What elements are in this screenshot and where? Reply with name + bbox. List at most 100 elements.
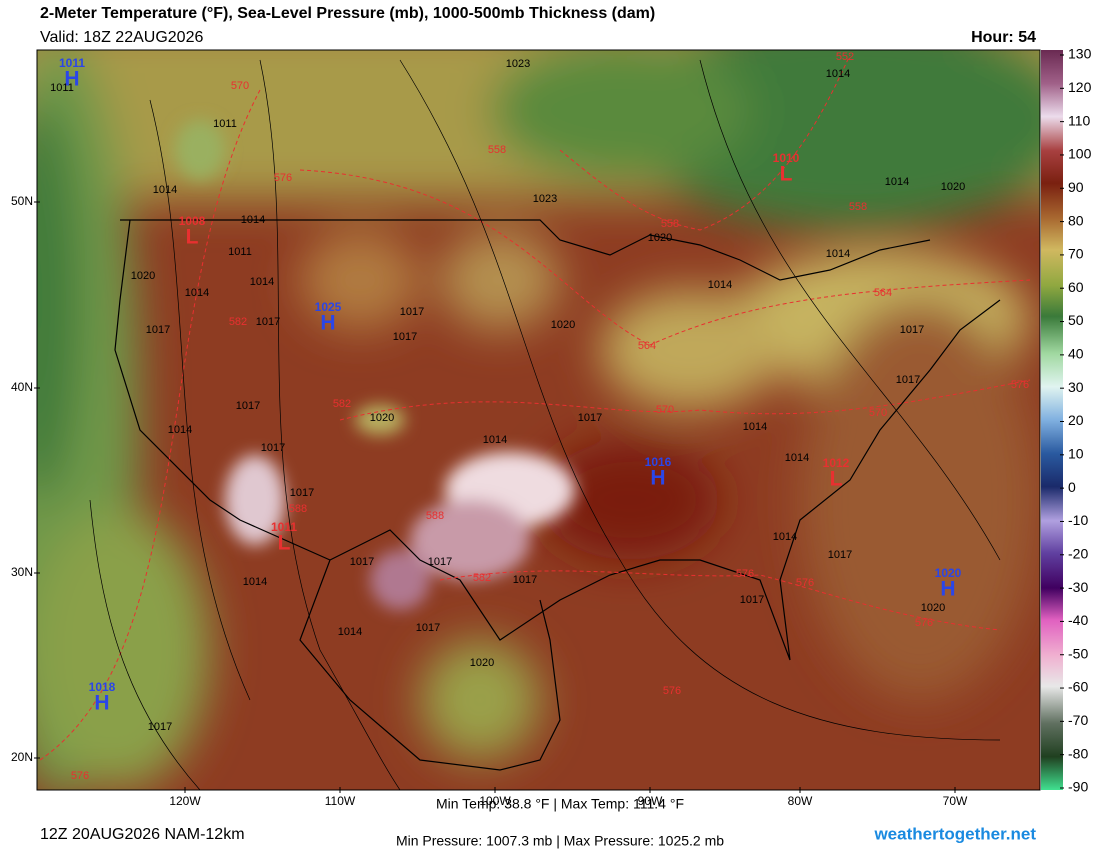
- pressure-center-value: 1008: [179, 214, 206, 228]
- longitude-label: 80W: [788, 794, 813, 808]
- borders: [114, 219, 1001, 771]
- isobar-label: 1017: [290, 487, 314, 499]
- isobar-label: 1017: [393, 331, 417, 343]
- isobar-label: 1023: [533, 193, 557, 205]
- isobar-label: 1017: [428, 556, 452, 568]
- isobar-label: 1023: [506, 58, 530, 70]
- longitude-label: 70W: [943, 794, 968, 808]
- colorbar-tick-label: -70: [1068, 712, 1088, 728]
- latitude-label: 20N: [11, 750, 33, 764]
- colorbar-tick-label: 20: [1068, 412, 1084, 428]
- isobar-label: 1014: [185, 287, 209, 299]
- pressure-center-value: 1018: [89, 680, 116, 694]
- isobar-label: 1020: [551, 319, 575, 331]
- pressure-extremes: Min Pressure: 1007.3 mb | Max Pressure: …: [396, 833, 724, 849]
- colorbar-tick-label: -10: [1068, 512, 1088, 528]
- temp-extremes: Min Temp: 38.8 °F | Max Temp: 111.4 °F: [436, 796, 684, 812]
- thickness-label: 558: [849, 201, 867, 213]
- colorbar-tick-label: 40: [1068, 346, 1084, 362]
- thickness-label: 576: [274, 172, 292, 184]
- isobar-label: 1014: [826, 248, 850, 260]
- thickness-label: 564: [874, 287, 892, 299]
- isobar-label: 1017: [578, 412, 602, 424]
- colorbar-tick-label: 10: [1068, 446, 1084, 462]
- hot-spots: [175, 120, 575, 610]
- isobar-label: 1017: [146, 324, 170, 336]
- valid-time: Valid: 18Z 22AUG2026: [40, 29, 203, 46]
- isobar-label: 1017: [416, 622, 440, 634]
- thickness-label: 576: [915, 617, 933, 629]
- pressure-center-symbol: L: [780, 163, 793, 186]
- isobar-label: 1014: [885, 176, 909, 188]
- pressure-center-value: 1020: [935, 566, 962, 580]
- pressure-center-symbol: L: [278, 532, 291, 555]
- pressure-center-value: 1025: [315, 300, 342, 314]
- colorbar-tick-label: -40: [1068, 612, 1088, 628]
- colorbar-tick-label: -20: [1068, 545, 1088, 561]
- isobar-label: 1014: [743, 421, 767, 433]
- colorbar-tick-label: 70: [1068, 246, 1084, 262]
- pressure-center-value: 1012: [823, 456, 850, 470]
- map-title: 2-Meter Temperature (°F), Sea-Level Pres…: [40, 5, 655, 22]
- thickness-label: 582: [473, 572, 491, 584]
- colorbar-tick-label: 30: [1068, 379, 1084, 395]
- colorbar-tick-label: 100: [1068, 146, 1092, 162]
- pressure-center-symbol: H: [94, 692, 109, 715]
- isobar-label: 1014: [153, 184, 177, 196]
- pressure-center-value: 1016: [645, 455, 672, 469]
- colorbar-tick-label: 120: [1068, 79, 1092, 95]
- longitude-label: 110W: [325, 794, 356, 808]
- thickness-label: 576: [1011, 379, 1029, 391]
- thickness-label: 552: [836, 51, 854, 63]
- thickness-label: 582: [229, 316, 247, 328]
- isobar-label: 1020: [941, 181, 965, 193]
- isobar-label: 1014: [708, 279, 732, 291]
- isobar-label: 1020: [470, 657, 494, 669]
- longitude-label: 90W: [638, 794, 663, 808]
- isobar-label: 1017: [740, 594, 764, 606]
- longitude-label: 120W: [169, 794, 201, 808]
- isobar-label: 1020: [370, 412, 394, 424]
- isobar-label: 1014: [168, 424, 192, 436]
- colorbar-tick-label: 80: [1068, 212, 1084, 228]
- site-credit: weathertogether.net: [873, 824, 1036, 843]
- thickness-label: 588: [289, 503, 307, 515]
- thickness-label: 558: [661, 218, 679, 230]
- colorbar: [1041, 50, 1063, 790]
- map-area: 1011H1025H1018H1016H1020H1010L1008L1011L…: [37, 50, 1040, 790]
- isobar-label: 1014: [826, 68, 850, 80]
- colorbar-tick-label: -80: [1068, 745, 1088, 761]
- thickness-label: 564: [638, 340, 656, 352]
- isobar-label: 1014: [785, 452, 809, 464]
- isobars: [89, 59, 1001, 790]
- forecast-hour: Hour: 54: [971, 29, 1036, 46]
- pressure-center-value: 1011: [59, 56, 85, 70]
- thickness-label: 558: [488, 144, 506, 156]
- colorbar-tick-label: 110: [1068, 112, 1091, 128]
- isobar-label: 1017: [256, 316, 280, 328]
- isobar-label: 1014: [483, 434, 507, 446]
- colorbar-tick-label: 130: [1068, 46, 1092, 62]
- isobar-label: 1014: [250, 276, 274, 288]
- isobar-label: 1011: [50, 82, 74, 94]
- isobar-label: 1017: [236, 400, 260, 412]
- thickness-contours: [39, 54, 1031, 761]
- colorbar-tick-label: -50: [1068, 645, 1088, 661]
- pressure-center-symbol: H: [320, 312, 335, 335]
- colorbar-tick-label: 90: [1068, 179, 1084, 195]
- isobar-label: 1011: [228, 246, 252, 258]
- pressure-center-value: 1010: [773, 151, 800, 165]
- isobar-label: 1020: [921, 602, 945, 614]
- isobar-label: 1014: [773, 531, 797, 543]
- pressure-center-symbol: H: [64, 68, 79, 91]
- isobar-label: 1020: [131, 270, 155, 282]
- isobar-label: 1017: [513, 574, 537, 586]
- thickness-label: 570: [231, 80, 249, 92]
- pressure-center-symbol: L: [830, 468, 843, 491]
- isobar-label: 1014: [338, 626, 362, 638]
- thickness-label: 576: [796, 577, 814, 589]
- colorbar-tick-label: 0: [1068, 479, 1076, 495]
- temperature-field: [37, 50, 1040, 790]
- map-frame: [36, 49, 1041, 791]
